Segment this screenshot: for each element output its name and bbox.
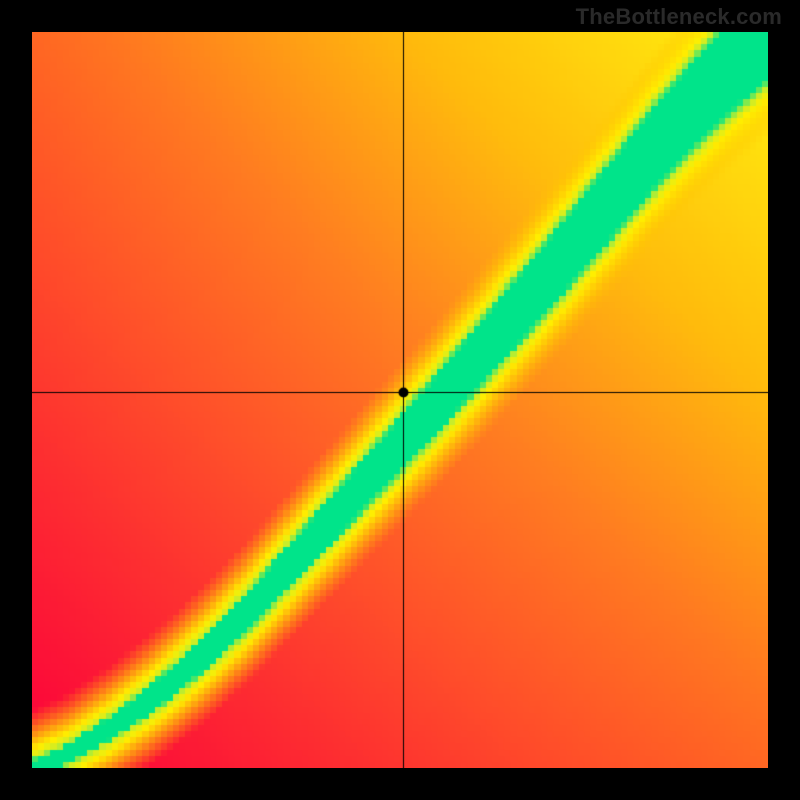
watermark-text: TheBottleneck.com [576,4,782,30]
heatmap-canvas [32,32,768,768]
chart-container: TheBottleneck.com [0,0,800,800]
